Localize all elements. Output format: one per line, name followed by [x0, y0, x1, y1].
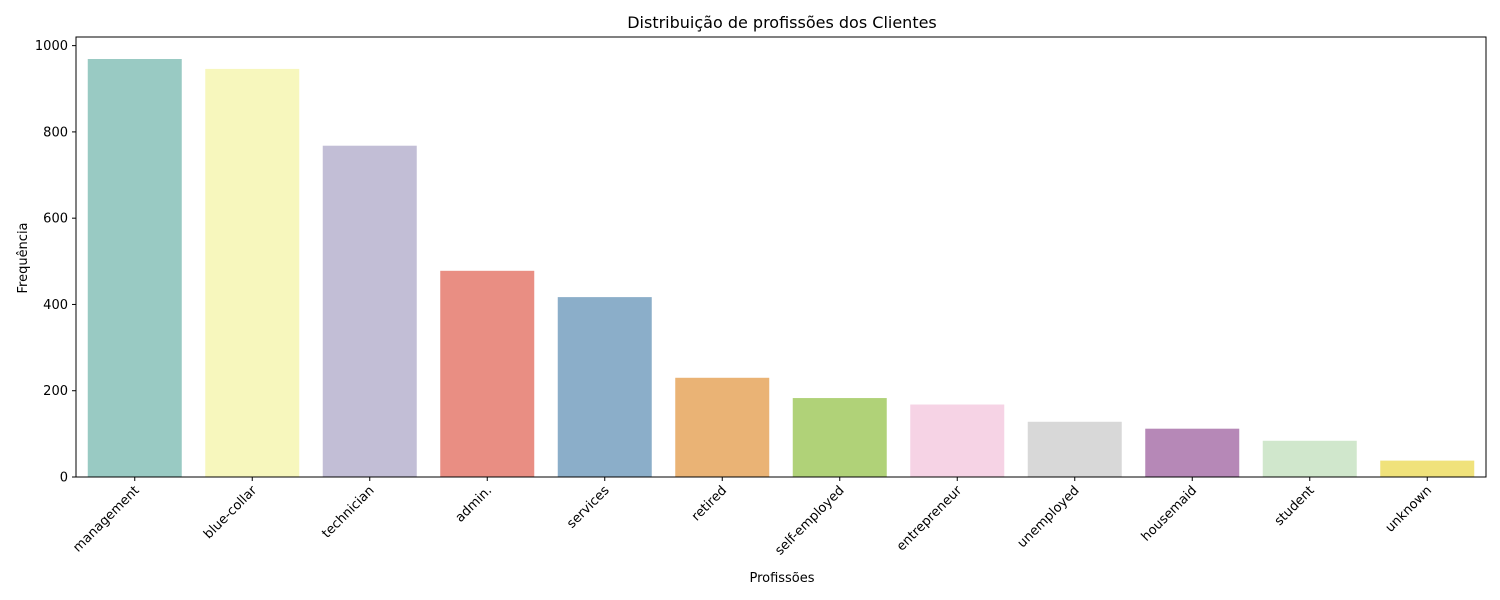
chart-title: Distribuição de profissões dos Clientes: [627, 13, 937, 32]
bar-blue-collar: [205, 68, 300, 477]
bar-housemaid: [1145, 428, 1240, 477]
x-tick-label-services: services: [564, 483, 612, 531]
bar-unemployed: [1027, 421, 1122, 477]
bar-retired: [675, 377, 770, 477]
x-tick-label-self-employed: self-employed: [772, 483, 847, 558]
bar-student: [1262, 440, 1357, 477]
x-axis-label: Profissões: [749, 571, 814, 586]
x-tick-label-unknown: unknown: [1383, 483, 1435, 535]
y-axis-label: Frequência: [16, 222, 31, 293]
x-tick-label-management: management: [70, 483, 142, 555]
y-tick-label: 200: [43, 384, 68, 399]
x-tick-label-housemaid: housemaid: [1139, 483, 1200, 544]
bar-services: [557, 297, 652, 477]
y-axis-ticks: 0 200 400 600 800 1000: [35, 39, 76, 486]
y-tick-label: 400: [43, 298, 68, 313]
x-tick-label-technician: technician: [319, 483, 377, 541]
y-tick-label: 0: [60, 471, 68, 486]
x-tick-label-blue-collar: blue-collar: [201, 483, 260, 542]
bar-unknown: [1380, 460, 1475, 477]
y-tick-label: 1000: [35, 39, 68, 54]
x-axis-ticks: management blue-collar technician admin. ser…: [70, 477, 1435, 558]
y-tick-label: 600: [43, 212, 68, 227]
x-tick-label-unemployed: unemployed: [1015, 483, 1083, 551]
plot-frame: [75, 36, 1487, 478]
bar-technician: [322, 145, 417, 478]
bar-self-employed: [792, 398, 887, 477]
bars: [87, 59, 1475, 478]
bar-management: [87, 59, 182, 477]
bar-entrepreneur: [910, 404, 1005, 477]
y-tick-label: 800: [43, 125, 68, 140]
bar-admin.: [440, 270, 535, 477]
x-tick-label-student: student: [1272, 483, 1318, 529]
x-tick-label-entrepreneur: entrepreneur: [894, 483, 966, 555]
x-tick-label-retired: retired: [689, 483, 730, 524]
x-tick-label-admin.: admin.: [453, 483, 495, 525]
